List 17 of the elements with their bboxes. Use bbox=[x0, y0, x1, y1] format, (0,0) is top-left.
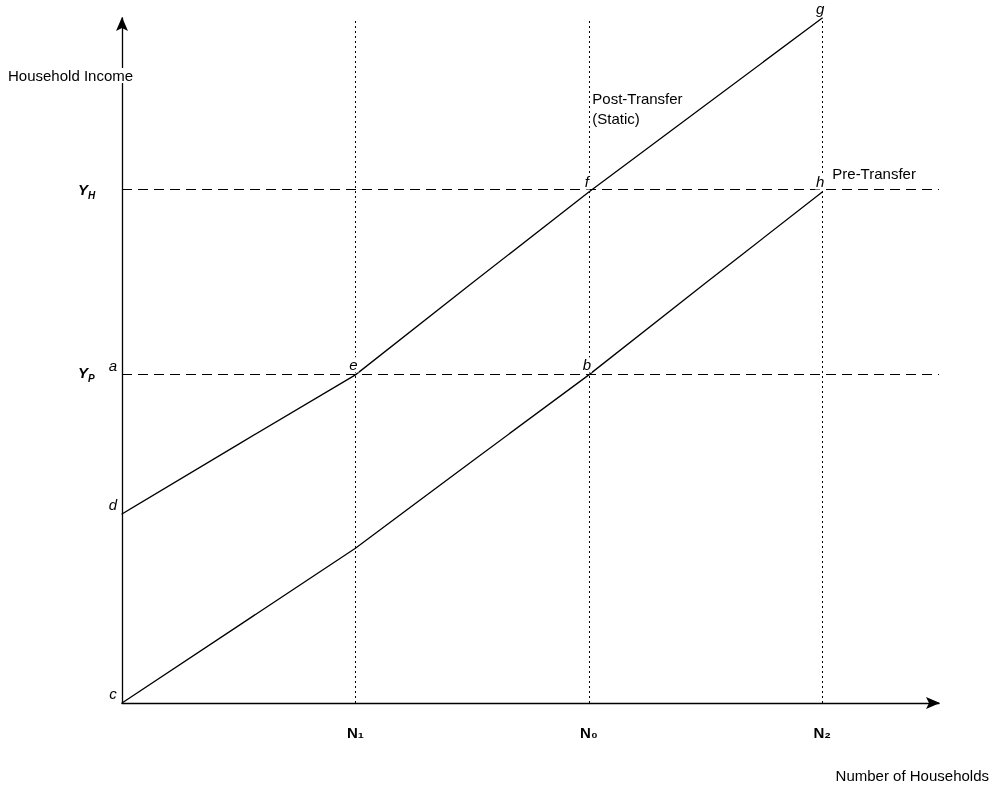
x-tick-label: N₁ bbox=[346, 724, 364, 741]
annotation: h bbox=[816, 173, 825, 191]
annotation: f bbox=[584, 173, 591, 191]
annotation: e bbox=[349, 356, 358, 374]
x-tick-label: N₂ bbox=[813, 724, 832, 741]
y-axis-title: Household Income bbox=[8, 67, 134, 84]
ref-line-label: Y$_{P}$ bbox=[78, 363, 95, 384]
x-tick-label: N₀ bbox=[580, 724, 598, 741]
text: d bbox=[108, 495, 118, 513]
x-axis-title: Number of Households bbox=[835, 767, 990, 784]
annotation: g bbox=[816, 0, 826, 17]
series-label: Pre-Transfer bbox=[832, 165, 916, 183]
annotation: b bbox=[582, 356, 592, 374]
text: c bbox=[109, 684, 118, 702]
text: a bbox=[108, 356, 118, 374]
ref-line-label: Y$_{H}$ bbox=[78, 180, 96, 201]
series-label: Post-Transfer (Static) bbox=[592, 89, 683, 127]
